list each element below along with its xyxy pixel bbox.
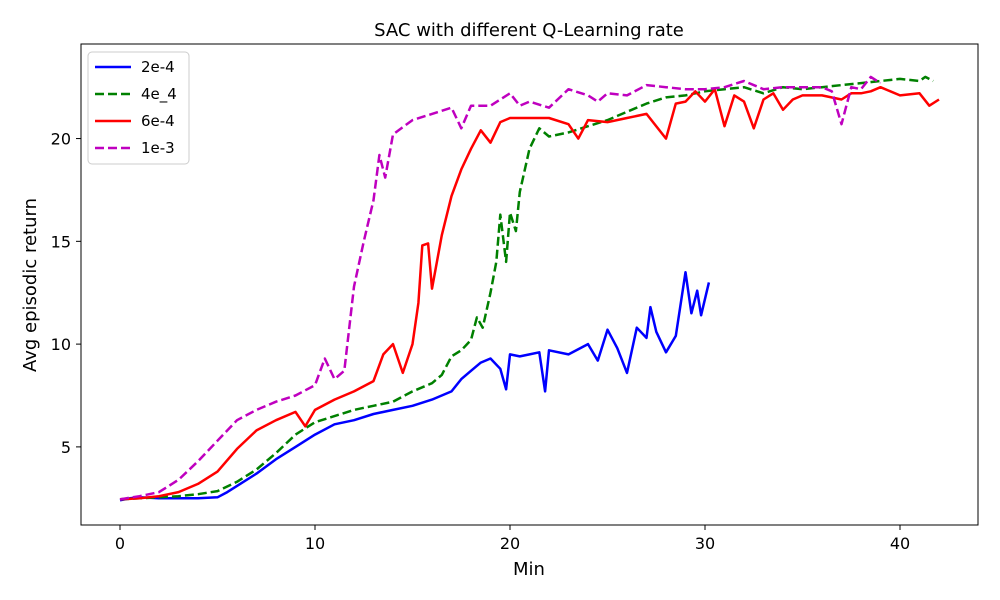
legend-box [87, 51, 190, 165]
x-tick-label: 10 [305, 534, 325, 553]
y-tick-label: 15 [51, 232, 71, 251]
y-tick-label: 20 [51, 130, 71, 149]
chart-title: SAC with different Q-Learning rate [374, 20, 684, 41]
series-line-1 [119, 270, 711, 502]
series-line-4 [119, 75, 882, 501]
y-tick-label: 10 [51, 335, 71, 354]
legend-label: 2e-4 [141, 58, 175, 76]
y-tick-label: 5 [61, 438, 71, 457]
legend: 2e-4 4e_4 6e-4 1e-3 [87, 51, 190, 165]
x-axis-label: Min [513, 559, 545, 580]
y-axis-label: Avg episodic return [20, 198, 41, 372]
x-tick-label: 20 [500, 534, 520, 553]
plot-frame [80, 43, 979, 526]
legend-label: 4e_4 [141, 85, 177, 104]
legend-label: 1e-3 [141, 139, 175, 157]
series-line-3 [119, 85, 940, 501]
axis-ticks: 0 10 20 30 40 5 10 15 20 [51, 130, 911, 553]
plot-area [119, 75, 940, 502]
x-tick-label: 40 [890, 534, 910, 553]
x-tick-label: 0 [115, 534, 125, 553]
legend-label: 6e-4 [141, 112, 175, 130]
x-tick-label: 30 [695, 534, 715, 553]
